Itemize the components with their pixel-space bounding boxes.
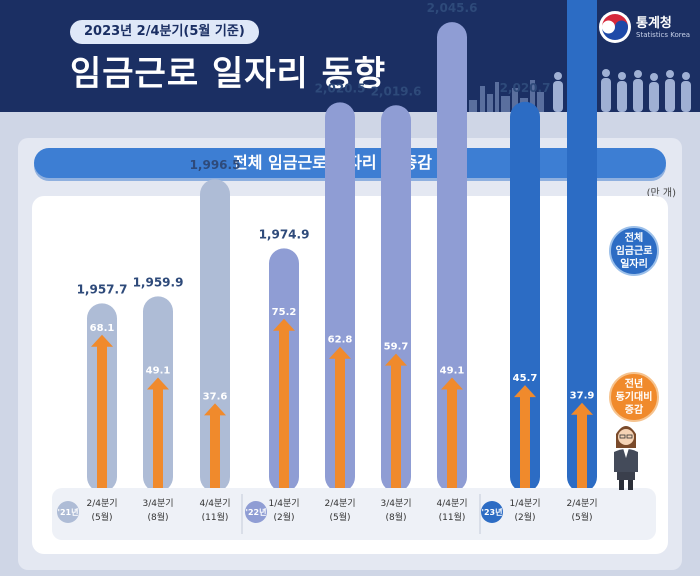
total-value-label: 2,019.6 bbox=[371, 84, 422, 98]
month-label: (8월) bbox=[385, 511, 406, 523]
total-value-label: 1,957.7 bbox=[77, 282, 128, 296]
org-name-en: Statistics Korea bbox=[636, 31, 691, 39]
year-badge bbox=[57, 501, 79, 523]
quarter-label: 2/4분기 bbox=[86, 498, 117, 509]
month-label: (2월) bbox=[273, 511, 294, 523]
change-arrow-shaft bbox=[447, 387, 457, 488]
year-badge bbox=[481, 501, 503, 523]
change-arrow-head bbox=[441, 377, 463, 390]
change-value-label: 62.8 bbox=[328, 335, 353, 346]
change-value-label: 59.7 bbox=[384, 342, 409, 353]
quarter-label: 3/4분기 bbox=[142, 498, 173, 509]
month-label: (11월) bbox=[202, 511, 229, 523]
change-arrow-shaft bbox=[210, 413, 220, 488]
quarter-label: 1/4분기 bbox=[268, 498, 299, 509]
change-value-label: 49.1 bbox=[440, 366, 465, 377]
change-arrow-shaft bbox=[153, 387, 163, 488]
year-label: '21년 bbox=[58, 507, 79, 517]
change-arrow-head bbox=[91, 334, 113, 347]
unit-label: (만 개) bbox=[646, 188, 676, 199]
quarter-label: 2/4분기 bbox=[566, 498, 597, 509]
year-label: '23년 bbox=[482, 507, 503, 517]
statistics-korea-logo-icon bbox=[599, 11, 631, 43]
legend-change-bubble: 전년 동기대비 증감 bbox=[609, 372, 659, 422]
presenter-figure-illustration bbox=[614, 426, 638, 490]
org-name: 통계청 bbox=[636, 16, 672, 31]
month-label: (5월) bbox=[91, 511, 112, 523]
change-arrow-shaft bbox=[520, 395, 530, 488]
month-label: (2월) bbox=[514, 511, 535, 523]
total-value-label: 1,974.9 bbox=[259, 227, 310, 241]
change-arrow-head bbox=[571, 402, 593, 415]
quarter-label: 2/4분기 bbox=[324, 498, 355, 509]
change-arrow-shaft bbox=[335, 356, 345, 488]
quarter-label: 4/4분기 bbox=[199, 498, 230, 509]
change-arrow-head bbox=[514, 385, 536, 398]
total-bar bbox=[325, 102, 355, 493]
month-label: (5월) bbox=[571, 511, 592, 523]
year-label: '22년 bbox=[246, 507, 267, 517]
quarter-label: 1/4분기 bbox=[509, 498, 540, 509]
quarter-label: 4/4분기 bbox=[436, 498, 467, 509]
total-value-label: 2,020.7 bbox=[500, 81, 551, 95]
change-value-label: 37.9 bbox=[570, 391, 595, 402]
page-title: 임금근로 일자리 동향 bbox=[70, 54, 387, 94]
legend-total-bubble: 전체 임금근로 일자리 bbox=[609, 226, 659, 276]
change-arrow-shaft bbox=[577, 412, 587, 488]
total-value-label: 1,996.5 bbox=[190, 158, 241, 172]
change-arrow-head bbox=[385, 353, 407, 366]
quarter-label: 3/4분기 bbox=[380, 498, 411, 509]
change-arrow-shaft bbox=[391, 363, 401, 488]
change-arrow-head bbox=[329, 346, 351, 359]
change-arrow-shaft bbox=[97, 344, 107, 488]
total-bar bbox=[381, 105, 411, 492]
category-axis-band bbox=[52, 488, 656, 540]
change-arrow-head bbox=[273, 318, 295, 331]
month-label: (8월) bbox=[147, 511, 168, 523]
year-badge bbox=[245, 501, 267, 523]
change-value-label: 75.2 bbox=[272, 307, 297, 318]
month-label: (5월) bbox=[329, 511, 350, 523]
change-arrow-head bbox=[204, 403, 226, 416]
change-value-label: 45.7 bbox=[513, 373, 538, 384]
change-arrow-shaft bbox=[279, 328, 289, 488]
total-value-label: 2,045.6 bbox=[427, 1, 478, 15]
change-value-label: 37.6 bbox=[203, 391, 228, 402]
period-badge: 2023년 2/4분기(5월 기준) bbox=[70, 20, 259, 44]
total-bar bbox=[437, 22, 467, 493]
month-label: (11월) bbox=[439, 511, 466, 523]
change-value-label: 68.1 bbox=[90, 323, 115, 334]
change-value-label: 49.1 bbox=[146, 366, 171, 377]
change-arrow-head bbox=[147, 377, 169, 390]
total-value-label: 2,020.5 bbox=[315, 81, 366, 95]
total-bar bbox=[567, 0, 597, 492]
total-value-label: 1,959.9 bbox=[133, 275, 184, 289]
